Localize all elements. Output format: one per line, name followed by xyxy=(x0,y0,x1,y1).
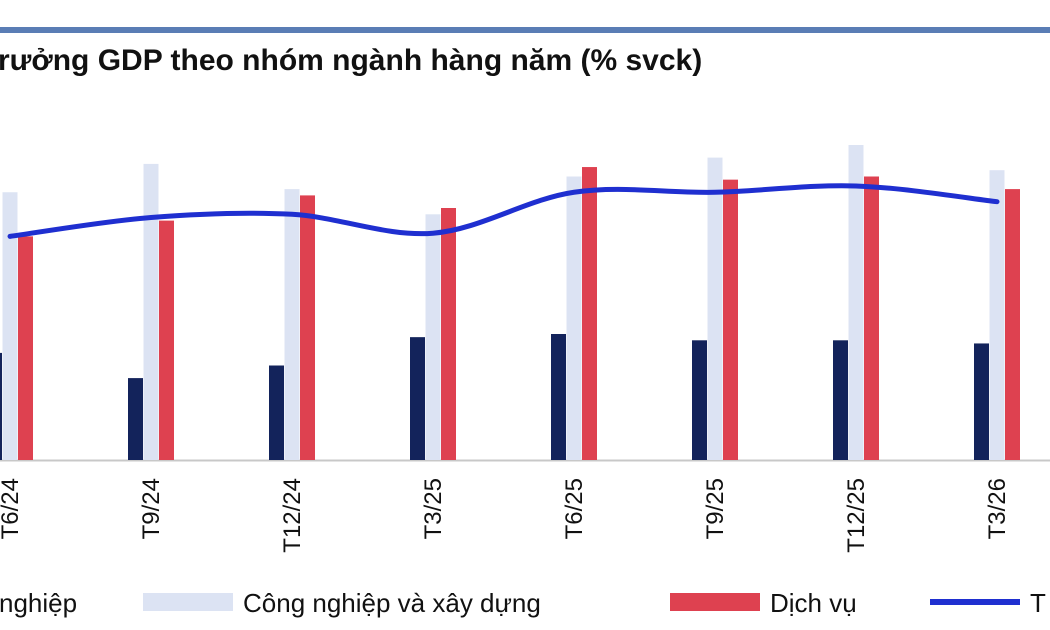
bar xyxy=(300,195,315,460)
bar xyxy=(848,145,864,460)
bar xyxy=(284,189,300,460)
bar xyxy=(128,378,143,460)
legend-label: nghiệp xyxy=(0,588,77,618)
bar xyxy=(692,340,707,460)
bar xyxy=(410,337,425,460)
x-tick-label: T3/25 xyxy=(420,478,447,539)
bar xyxy=(582,167,597,461)
bar xyxy=(974,343,989,460)
x-tick-label: T6/24 xyxy=(0,478,24,539)
bar xyxy=(723,179,738,460)
bar xyxy=(159,220,174,460)
x-tick-label: T12/24 xyxy=(279,478,306,553)
bar xyxy=(864,176,879,460)
legend-label: T xyxy=(1030,588,1046,618)
legend-swatch xyxy=(670,593,760,611)
top-band xyxy=(0,27,1050,33)
bar xyxy=(441,208,456,460)
bar xyxy=(989,170,1005,460)
bar xyxy=(425,214,441,460)
x-tick-label: T3/26 xyxy=(984,478,1011,539)
legend-label: Dịch vụ xyxy=(770,588,857,618)
chart-title: rưởng GDP theo nhóm ngành hàng năm (% sv… xyxy=(0,44,702,77)
x-tick-label: T6/25 xyxy=(561,478,588,539)
bar xyxy=(551,334,566,460)
bar xyxy=(707,157,723,460)
x-tick-label: T9/24 xyxy=(138,478,165,539)
bar xyxy=(833,340,848,460)
legend-swatch xyxy=(930,599,1020,605)
bar xyxy=(18,236,33,460)
bar xyxy=(566,176,582,460)
bar xyxy=(143,163,159,460)
bar xyxy=(1005,189,1020,460)
bar xyxy=(0,352,2,460)
x-tick-label: T12/25 xyxy=(843,478,870,553)
line xyxy=(7,183,1000,239)
legend-swatch xyxy=(143,593,233,611)
legend-label: Công nghiệp và xây dựng xyxy=(243,588,541,618)
bar xyxy=(269,365,284,460)
x-tick-label: T9/25 xyxy=(702,478,729,539)
bar xyxy=(2,192,18,460)
